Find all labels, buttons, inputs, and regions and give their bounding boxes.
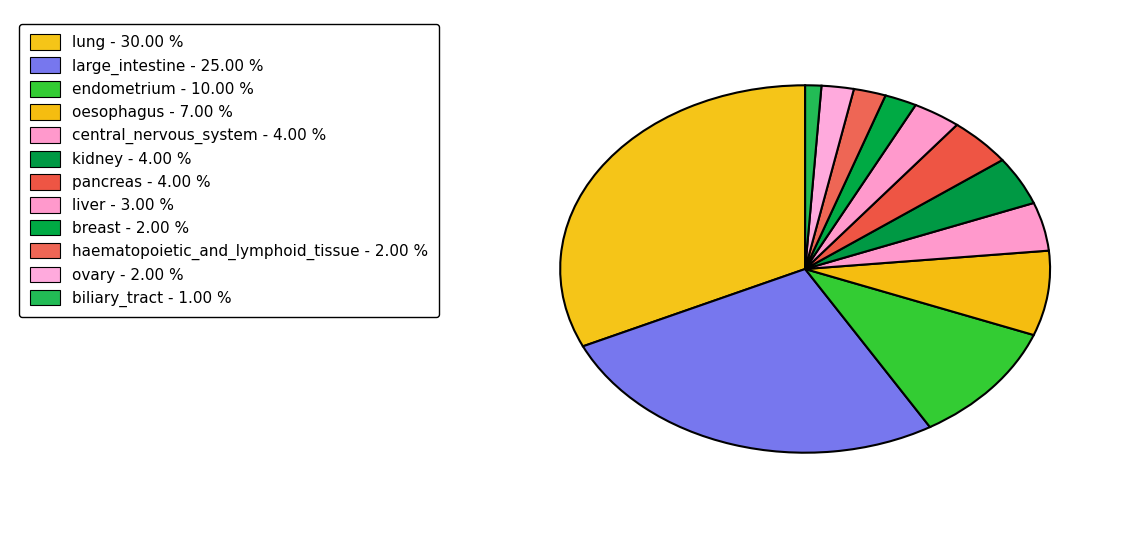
Wedge shape — [805, 105, 957, 269]
Wedge shape — [805, 86, 821, 269]
Wedge shape — [805, 203, 1049, 269]
Wedge shape — [805, 95, 915, 269]
Wedge shape — [805, 89, 886, 269]
Wedge shape — [805, 125, 1002, 269]
Wedge shape — [805, 269, 1034, 427]
Wedge shape — [560, 86, 805, 346]
Wedge shape — [583, 269, 930, 452]
Wedge shape — [805, 251, 1050, 335]
Legend: lung - 30.00 %, large_intestine - 25.00 %, endometrium - 10.00 %, oesophagus - 7: lung - 30.00 %, large_intestine - 25.00 … — [19, 24, 439, 317]
Wedge shape — [805, 86, 854, 269]
Wedge shape — [805, 160, 1034, 269]
